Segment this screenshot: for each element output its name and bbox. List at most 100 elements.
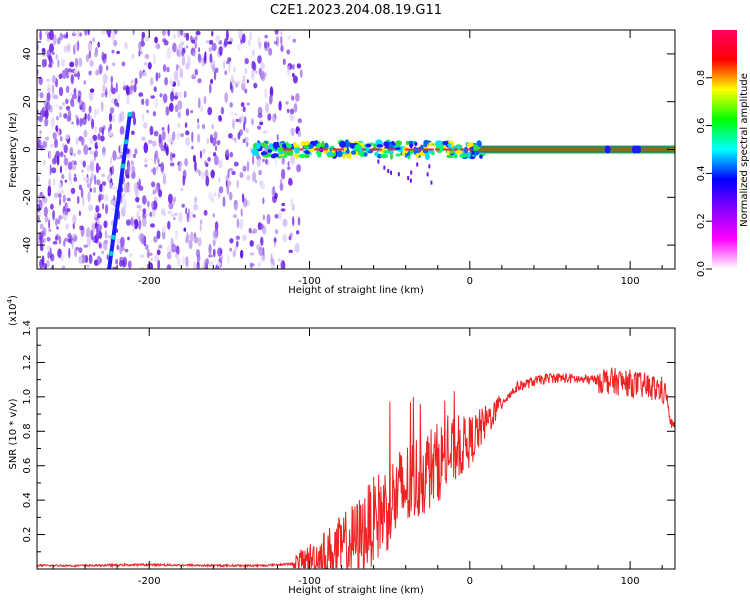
noise-blob — [129, 163, 134, 175]
noise-blob — [92, 252, 96, 256]
noise-blob — [135, 196, 140, 203]
noise-blob — [285, 101, 289, 105]
noise-blob — [169, 78, 174, 86]
noise-blob — [296, 164, 301, 173]
carrier-blob — [345, 149, 350, 154]
noise-blob — [92, 134, 98, 141]
noise-blob — [177, 30, 180, 38]
noise-blob — [128, 184, 131, 195]
noise-blob — [258, 169, 262, 176]
noise-blob — [207, 106, 213, 116]
noise-blob — [274, 214, 280, 219]
carrier-blob — [303, 145, 309, 149]
spectrogram-y-tick-label: 0 — [22, 146, 33, 152]
colorbar-tick-label: 0.8 — [696, 70, 707, 86]
noise-blob — [180, 133, 185, 138]
noise-blob — [224, 38, 228, 47]
noise-blob — [72, 30, 76, 36]
noise-blob — [209, 83, 212, 94]
snr-y-tick-label: 1.4 — [22, 320, 33, 336]
carrier-blob — [456, 145, 462, 149]
noise-blob — [83, 144, 89, 156]
noise-blob — [63, 45, 68, 54]
noise-blob — [202, 148, 206, 154]
noise-blob — [106, 30, 112, 36]
noise-blob — [83, 129, 88, 138]
carrier-peak — [435, 148, 440, 151]
noise-blob — [148, 139, 153, 144]
noise-blob — [251, 49, 255, 57]
noise-blob — [174, 230, 179, 240]
noise-blob — [185, 62, 190, 70]
noise-blob — [93, 125, 97, 133]
noise-blob — [235, 118, 240, 123]
noise-blob — [109, 182, 113, 189]
noise-blob — [201, 261, 204, 269]
noise-blob — [257, 261, 261, 268]
carrier-blob — [321, 140, 325, 148]
noise-blob — [183, 90, 187, 98]
noise-blob — [187, 208, 191, 215]
noise-blob — [197, 123, 200, 129]
noise-blob — [167, 132, 172, 144]
spectrogram-x-tick-label: 100 — [621, 276, 640, 287]
noise-blob — [73, 152, 76, 157]
noise-blob — [182, 255, 185, 266]
carrier-blob — [388, 144, 395, 150]
noise-blob — [106, 65, 109, 71]
noise-blob — [231, 137, 237, 141]
noise-blob — [145, 98, 150, 107]
carrier-blob — [262, 154, 271, 158]
noise-blob — [131, 166, 136, 173]
noise-blob — [70, 152, 73, 156]
noise-blob — [260, 236, 264, 246]
noise-blob — [60, 252, 64, 261]
noise-blob — [269, 94, 274, 104]
noise-blob — [63, 113, 68, 119]
noise-blob — [58, 236, 62, 245]
noise-blob — [134, 148, 138, 155]
carrier-blob — [267, 149, 272, 153]
carrier-blob — [363, 152, 368, 157]
noise-blob — [248, 39, 251, 47]
noise-blob — [218, 177, 221, 183]
noise-blob — [88, 50, 92, 59]
noise-blob — [50, 117, 55, 128]
carrier-band-edge-top — [469, 146, 675, 148]
noise-blob — [256, 157, 261, 168]
noise-blob — [86, 165, 90, 172]
noise-blob — [280, 35, 283, 46]
noise-blob — [198, 47, 201, 53]
noise-blob — [292, 38, 297, 43]
noise-blob — [275, 35, 279, 47]
noise-blob — [133, 182, 138, 194]
noise-blob — [255, 179, 258, 184]
noise-blob — [211, 42, 217, 52]
noise-blob — [267, 41, 270, 48]
noise-blob — [249, 252, 255, 256]
carrier-blob — [420, 144, 424, 150]
noise-blob — [201, 124, 206, 130]
noise-blob — [244, 88, 248, 94]
noise-blob — [85, 54, 90, 63]
carrier-peak — [314, 148, 319, 151]
noise-blob — [292, 73, 295, 77]
noise-blob — [46, 237, 51, 242]
noise-blob — [166, 264, 172, 269]
noise-blob — [211, 30, 214, 37]
noise-blob — [260, 62, 266, 70]
spectrogram-y-axis-label: Frequency (Hz) — [8, 112, 19, 188]
noise-blob — [150, 257, 153, 262]
carrier-blob — [391, 141, 395, 146]
noise-blob — [282, 218, 288, 227]
noise-blob — [144, 164, 148, 168]
noise-blob — [194, 69, 198, 76]
noise-blob — [228, 191, 233, 201]
noise-blob — [239, 172, 244, 178]
snr-y-tick-label: 0.8 — [22, 423, 33, 439]
noise-blob — [77, 70, 80, 81]
carrier-blob — [276, 146, 285, 152]
noise-blob — [44, 109, 49, 119]
noise-blob — [100, 101, 104, 112]
noise-blob — [39, 92, 44, 99]
